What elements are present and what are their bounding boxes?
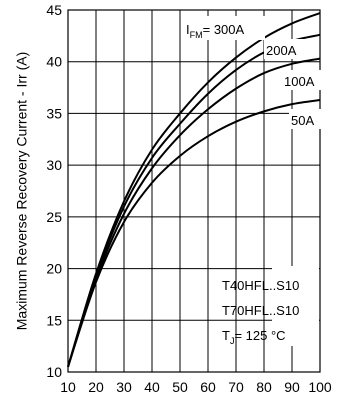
plot-frame bbox=[67, 9, 321, 373]
y-tick-label: 35 bbox=[46, 105, 62, 121]
series-line-2 bbox=[67, 57, 321, 368]
series-line-0 bbox=[67, 12, 321, 368]
series-label-300a: IFM= 300A bbox=[186, 22, 245, 40]
x-tick-label: 30 bbox=[116, 379, 132, 395]
y-tick-label: 25 bbox=[46, 209, 62, 225]
device-label-t70: T70HFL..S10 bbox=[222, 303, 299, 318]
y-tick-label: 40 bbox=[46, 54, 62, 70]
series-label-100a: 100A bbox=[284, 74, 315, 89]
x-tick-label: 100 bbox=[308, 379, 332, 395]
label-bg-300a bbox=[181, 16, 265, 40]
series-line-3 bbox=[67, 98, 321, 368]
tick-labels: 10 20 30 40 50 60 70 80 90 100 10 15 20 25 30 35 40 45 bbox=[46, 2, 331, 395]
x-tick-label: 70 bbox=[228, 379, 244, 395]
y-tick-label: 10 bbox=[46, 364, 62, 380]
x-tick-label: 50 bbox=[172, 379, 188, 395]
label-bg-100a bbox=[282, 70, 322, 90]
junction-temperature-label: TJ= 125 °C bbox=[222, 328, 286, 346]
y-tick-label: 30 bbox=[46, 157, 62, 173]
series-label-200a: 200A bbox=[266, 43, 297, 58]
series-label-50a: 50A bbox=[291, 113, 314, 128]
x-tick-label: 20 bbox=[88, 379, 104, 395]
x-tick-label: 40 bbox=[144, 379, 160, 395]
y-axis-title: Maximum Reverse Recovery Current - Irr (… bbox=[14, 52, 30, 331]
x-tick-label: 80 bbox=[256, 379, 272, 395]
y-tick-label: 15 bbox=[46, 312, 62, 328]
conditions-bg bbox=[272, 266, 319, 346]
x-tick-label: 90 bbox=[284, 379, 300, 395]
y-tick-label: 20 bbox=[46, 261, 62, 277]
x-tick-label: 10 bbox=[60, 379, 76, 395]
label-bg-200a bbox=[264, 39, 304, 59]
label-bg-50a bbox=[289, 109, 321, 129]
device-label-t40: T40HFL..S10 bbox=[222, 278, 299, 293]
y-tick-label: 45 bbox=[46, 2, 62, 18]
x-tick-label: 60 bbox=[200, 379, 216, 395]
